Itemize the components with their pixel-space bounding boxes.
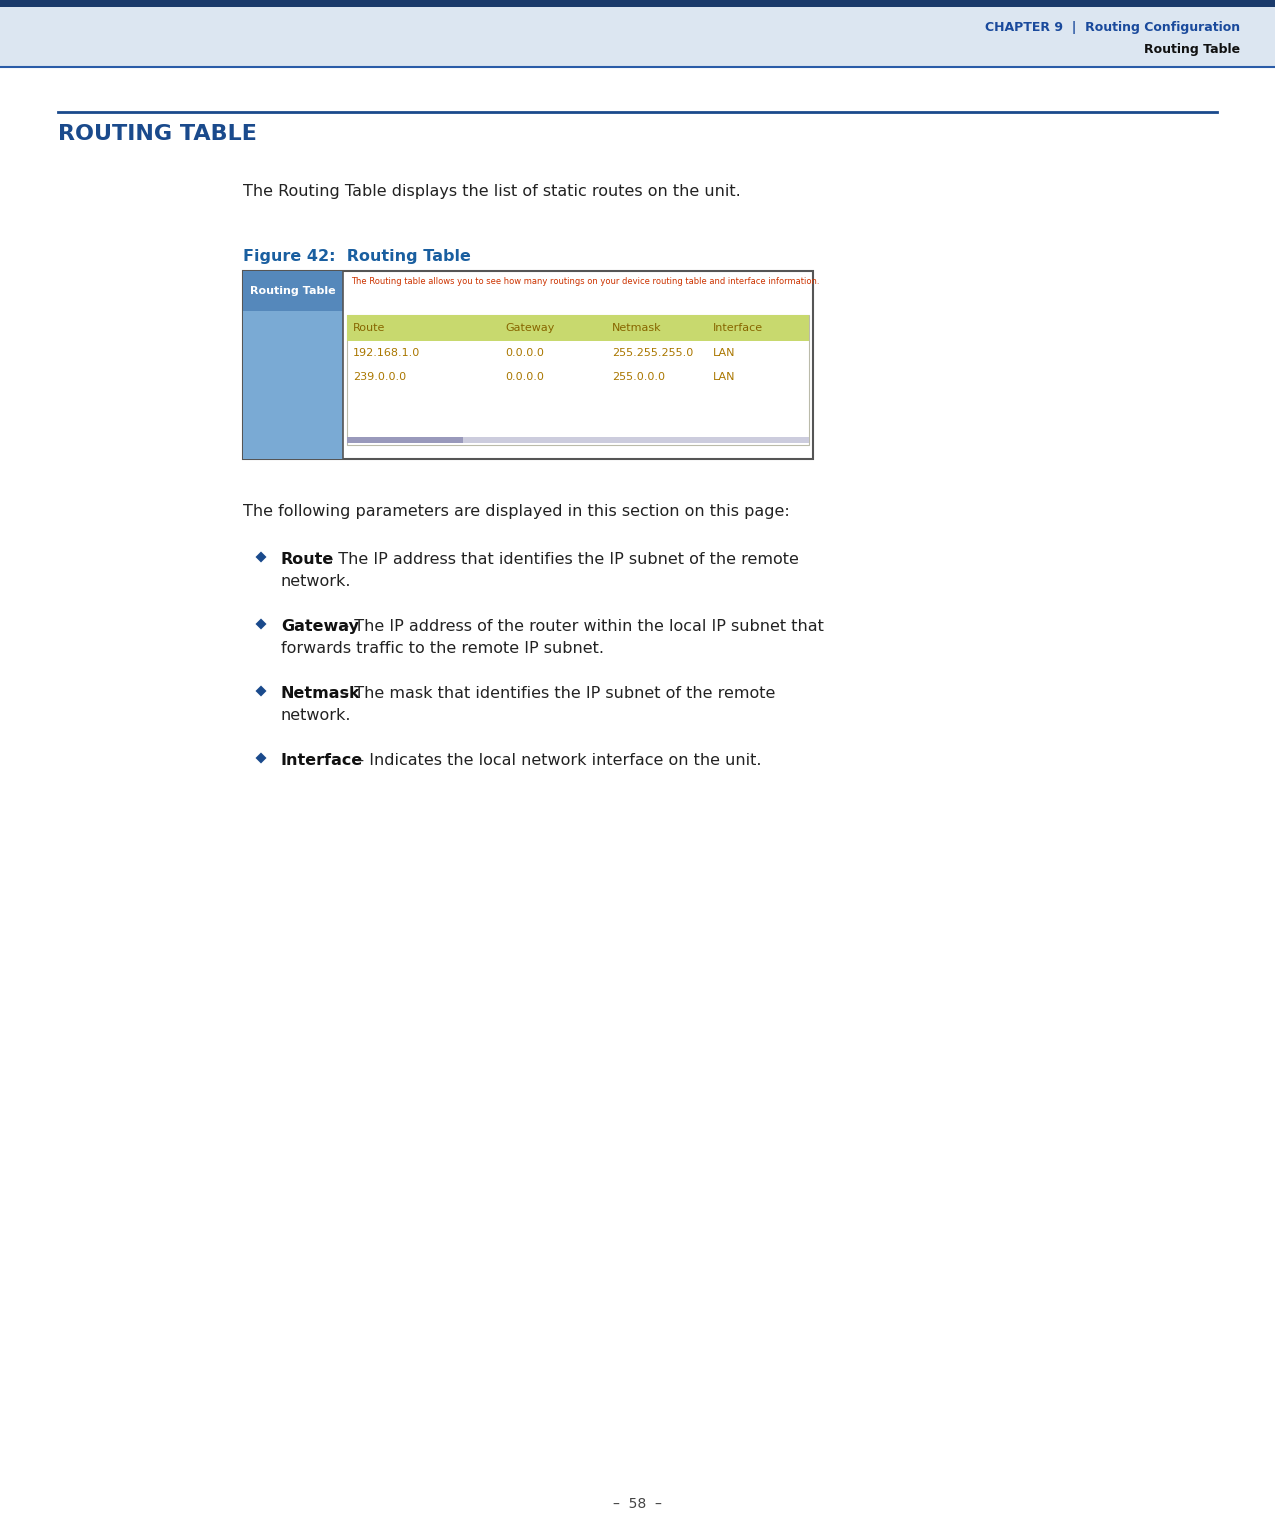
Text: CHAPTER 9  |  Routing Configuration: CHAPTER 9 | Routing Configuration [984, 20, 1241, 34]
Text: network.: network. [280, 574, 352, 588]
Text: Figure 42:  Routing Table: Figure 42: Routing Table [244, 250, 470, 264]
Text: ROUTING TABLE: ROUTING TABLE [57, 124, 256, 144]
Text: 239.0.0.0: 239.0.0.0 [353, 372, 407, 381]
Bar [244, 271, 813, 460]
Text: LAN: LAN [713, 372, 736, 381]
Polygon shape [255, 752, 266, 763]
Bar [347, 437, 463, 443]
Text: – The IP address that identifies the IP subnet of the remote: – The IP address that identifies the IP … [320, 552, 799, 567]
Text: – Indicates the local network interface on the unit.: – Indicates the local network interface … [351, 754, 761, 768]
Text: Netmask: Netmask [612, 323, 662, 332]
Text: –  58  –: – 58 – [612, 1497, 662, 1511]
Text: Gateway: Gateway [505, 323, 555, 332]
Text: Gateway: Gateway [280, 619, 358, 634]
Bar [347, 316, 810, 444]
Polygon shape [255, 552, 266, 562]
Text: Interface: Interface [280, 754, 363, 768]
Text: Netmask: Netmask [280, 686, 361, 702]
Text: Route: Route [353, 323, 385, 332]
Polygon shape [255, 685, 266, 697]
Text: Route: Route [280, 552, 334, 567]
Text: Interface: Interface [713, 323, 764, 332]
Text: 255.0.0.0: 255.0.0.0 [612, 372, 664, 381]
Bar [347, 437, 810, 443]
Text: The following parameters are displayed in this section on this page:: The following parameters are displayed i… [244, 504, 789, 519]
Bar [244, 271, 343, 311]
Text: forwards traffic to the remote IP subnet.: forwards traffic to the remote IP subnet… [280, 640, 604, 656]
Text: The Routing table allows you to see how many routings on your device routing tab: The Routing table allows you to see how … [351, 277, 820, 286]
Text: 192.168.1.0: 192.168.1.0 [353, 348, 421, 358]
Text: 255.255.255.0: 255.255.255.0 [612, 348, 694, 358]
Bar [0, 8, 1275, 67]
Text: The Routing Table displays the list of static routes on the unit.: The Routing Table displays the list of s… [244, 184, 741, 199]
Text: LAN: LAN [713, 348, 736, 358]
Text: – The mask that identifies the IP subnet of the remote: – The mask that identifies the IP subnet… [335, 686, 775, 702]
Text: – The IP address of the router within the local IP subnet that: – The IP address of the router within th… [335, 619, 824, 634]
Polygon shape [255, 619, 266, 630]
Bar [0, 0, 1275, 8]
Bar [347, 316, 810, 342]
Text: 0.0.0.0: 0.0.0.0 [505, 372, 544, 381]
Bar [244, 311, 343, 460]
Text: Routing Table: Routing Table [1144, 43, 1241, 57]
Text: network.: network. [280, 708, 352, 723]
Text: Routing Table: Routing Table [250, 286, 335, 296]
Text: 0.0.0.0: 0.0.0.0 [505, 348, 544, 358]
